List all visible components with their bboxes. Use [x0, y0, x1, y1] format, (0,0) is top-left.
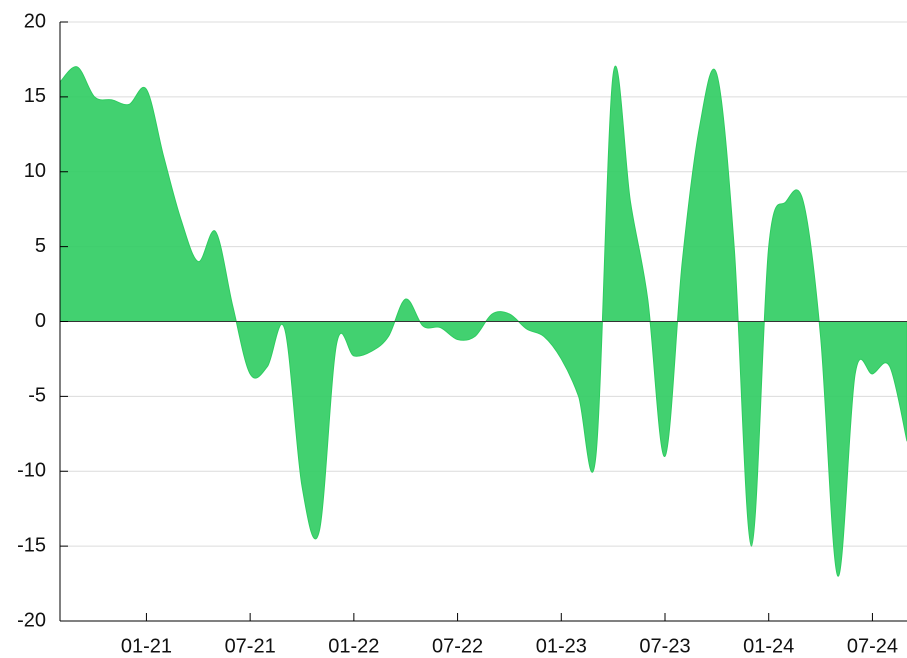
y-tick-label: 15 [24, 85, 46, 107]
y-tick-label: -5 [28, 385, 46, 407]
area [60, 65, 907, 577]
y-tick-label: -20 [17, 609, 46, 631]
y-tick-label: -15 [17, 534, 46, 556]
y-tick-label: 5 [35, 235, 46, 257]
x-tick-label: 01-21 [121, 635, 172, 657]
y-tick-label: -10 [17, 460, 46, 482]
x-tick-label: 01-24 [743, 635, 794, 657]
y-tick-label: 20 [24, 10, 46, 32]
x-tick-label: 07-21 [225, 635, 276, 657]
y-tick-label: 10 [24, 160, 46, 182]
x-tick-label: 07-22 [432, 635, 483, 657]
x-tick-label: 01-22 [328, 635, 379, 657]
x-tick-label: 07-24 [847, 635, 898, 657]
y-tick-label: 0 [35, 310, 46, 332]
x-tick-label: 07-23 [639, 635, 690, 657]
x-tick-label: 01-23 [536, 635, 587, 657]
